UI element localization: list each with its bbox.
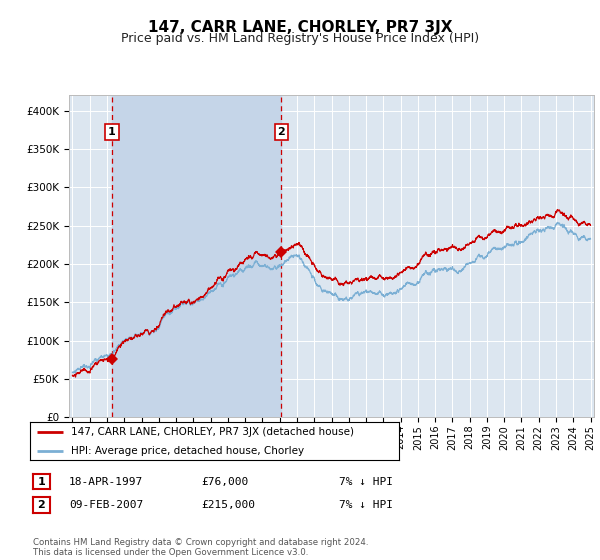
Text: 1: 1 [108,127,116,137]
Text: 2: 2 [278,127,285,137]
Text: 18-APR-1997: 18-APR-1997 [69,477,143,487]
Text: 09-FEB-2007: 09-FEB-2007 [69,500,143,510]
Bar [112,95,281,417]
Text: Contains HM Land Registry data © Crown copyright and database right 2024.
This d: Contains HM Land Registry data © Crown c… [33,538,368,557]
Text: £76,000: £76,000 [201,477,248,487]
Text: Price paid vs. HM Land Registry's House Price Index (HPI): Price paid vs. HM Land Registry's House … [121,32,479,45]
Text: 7% ↓ HPI: 7% ↓ HPI [339,500,393,510]
Text: £215,000: £215,000 [201,500,255,510]
Text: 147, CARR LANE, CHORLEY, PR7 3JX (detached house): 147, CARR LANE, CHORLEY, PR7 3JX (detach… [71,427,353,437]
Text: 147, CARR LANE, CHORLEY, PR7 3JX: 147, CARR LANE, CHORLEY, PR7 3JX [148,20,452,35]
Text: 2: 2 [38,500,45,510]
Text: HPI: Average price, detached house, Chorley: HPI: Average price, detached house, Chor… [71,446,304,456]
Text: 7% ↓ HPI: 7% ↓ HPI [339,477,393,487]
Text: 1: 1 [38,477,45,487]
